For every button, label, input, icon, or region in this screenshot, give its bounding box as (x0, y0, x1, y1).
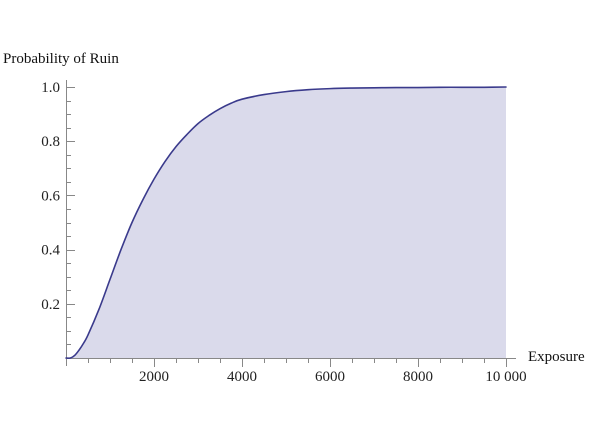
tick-labels-layer: 2000 4000 6000 8000 10 000 0.2 0.4 0.6 0.8 1.0 (41, 80, 526, 385)
x-tick-label: 4000 (227, 369, 257, 385)
area-fill-layer (66, 87, 506, 359)
area-fill (66, 87, 506, 359)
series-line-layer (65, 86, 507, 359)
x-tick-label: 2000 (139, 369, 169, 385)
y-tick-label: 0.2 (41, 297, 60, 313)
x-axis-title: Exposure (528, 349, 585, 365)
y-tick-label: 0.6 (41, 188, 60, 204)
series-line (65, 86, 507, 359)
y-tick-label: 0.4 (41, 243, 60, 259)
y-tick-label: 1.0 (41, 80, 60, 96)
x-tick-label: 6000 (315, 369, 345, 385)
y-axis-title: Probability of Ruin (3, 51, 119, 67)
axes-layer (66, 80, 516, 367)
x-tick-label: 8000 (403, 369, 433, 385)
x-tick-label: 10 000 (485, 369, 526, 385)
y-tick-label: 0.8 (41, 134, 60, 150)
